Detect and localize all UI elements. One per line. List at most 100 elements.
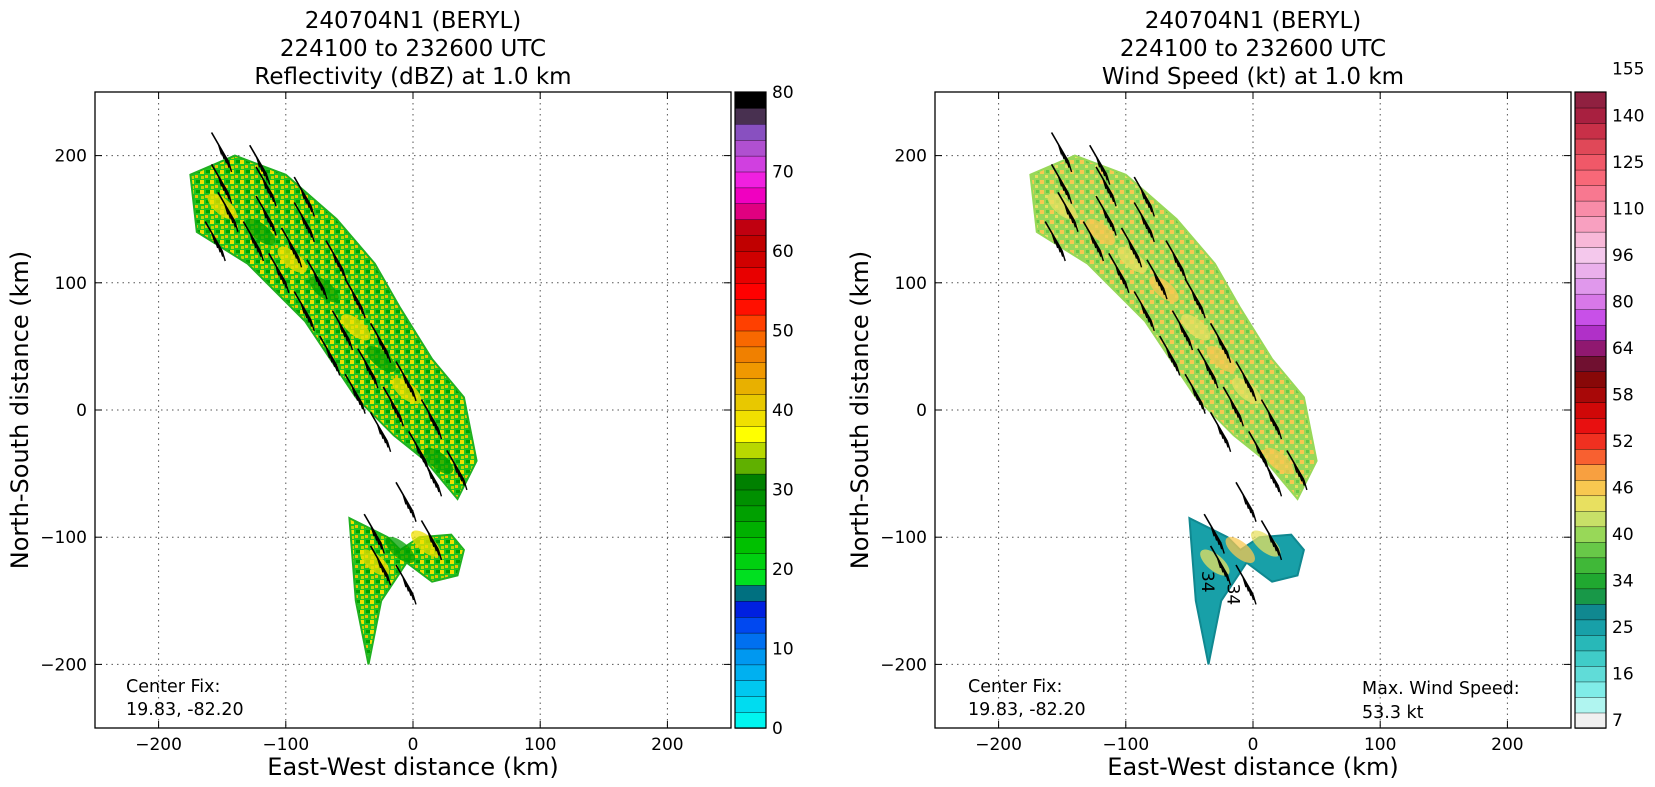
wind-barb xyxy=(1095,166,1117,207)
intensity-core xyxy=(341,314,371,341)
colorbar-bin xyxy=(734,584,767,602)
colorbar-bin xyxy=(734,711,767,729)
barb-flag xyxy=(375,534,380,546)
x-tick-label: −100 xyxy=(262,735,309,755)
barb-flag xyxy=(435,424,440,435)
barb-flag xyxy=(397,411,402,423)
barb-flag xyxy=(333,360,338,372)
wind-barb xyxy=(420,399,443,440)
reflectivity-colorbar: 0 10 20 30 40 50 60 70 80 xyxy=(734,83,794,739)
colorbar-bin xyxy=(734,155,767,173)
barb-flag xyxy=(1099,250,1105,262)
colorbar-bin xyxy=(734,330,767,348)
colorbar-bin xyxy=(734,91,767,109)
colorbar-bin xyxy=(734,187,767,204)
barb-flag xyxy=(297,257,303,268)
barb-flag xyxy=(430,536,435,548)
barb-flag xyxy=(220,148,225,160)
x-axis-label: East-West distance (km) xyxy=(267,753,558,781)
barb-flag xyxy=(310,231,315,243)
colorbar-bin xyxy=(734,346,767,363)
barb-flag xyxy=(1198,303,1204,315)
intensity-core xyxy=(1251,530,1281,557)
barb-flag xyxy=(371,373,377,385)
barb-flag xyxy=(1303,479,1308,491)
colorbar-bin xyxy=(734,266,767,284)
center-fix-label: Center Fix: xyxy=(126,677,220,697)
colorbar-bin xyxy=(734,457,767,475)
wind-barb xyxy=(293,202,315,243)
colorbar-tick-label: 64 xyxy=(1612,339,1634,359)
barb-flag xyxy=(1272,420,1278,431)
colorbar-bin xyxy=(734,218,767,236)
wind-barb xyxy=(1209,411,1232,453)
barb-flag xyxy=(1109,191,1115,203)
barb-flag xyxy=(409,386,415,397)
barb-flag xyxy=(214,237,219,249)
colorbar-bin xyxy=(1574,91,1607,109)
barb-flag xyxy=(1071,217,1077,228)
barb-flag xyxy=(356,394,361,406)
barb-flag xyxy=(1117,269,1122,281)
wind-barb xyxy=(306,259,328,300)
colorbar-tick-label: 80 xyxy=(772,83,794,103)
intensity-core xyxy=(366,346,396,373)
barb-flag xyxy=(1101,165,1106,177)
barb-flag xyxy=(415,443,420,454)
barb-flag xyxy=(1224,437,1229,448)
barb-flag xyxy=(404,581,410,592)
barb-flag xyxy=(1143,193,1148,204)
barb-flag xyxy=(463,479,468,491)
y-tick-label: −200 xyxy=(40,655,87,675)
barb-flag xyxy=(252,237,257,249)
barb-flag xyxy=(287,239,293,251)
wind-barb xyxy=(255,166,277,207)
wind-barb xyxy=(1235,564,1257,605)
colorbar-bin xyxy=(1574,262,1607,279)
colorbar-tick-label: 20 xyxy=(772,560,794,580)
y-tick-label: 0 xyxy=(76,401,87,421)
barb-flag xyxy=(1275,481,1280,493)
wind-barb xyxy=(1057,191,1079,232)
barb-flag xyxy=(351,290,356,302)
colorbar-bin xyxy=(1574,448,1607,465)
colorbar-bin xyxy=(734,664,767,682)
colorbar-tick-label: 50 xyxy=(772,322,794,342)
panel-title-line-1: 240704N1 (BERYL) xyxy=(1145,8,1362,34)
barb-flag xyxy=(262,178,267,190)
barb-flag xyxy=(404,498,410,509)
barb-flag xyxy=(1216,424,1222,435)
barb-flag xyxy=(1098,161,1103,172)
barb-flag xyxy=(1249,589,1255,601)
barb-flag xyxy=(305,312,310,323)
wind-barb xyxy=(1082,221,1105,262)
wind-barb xyxy=(325,240,347,281)
barb-flag xyxy=(272,196,277,207)
colorbar-frame xyxy=(734,91,767,729)
barb-flag xyxy=(353,295,359,306)
barb-flag xyxy=(305,197,310,209)
barb-flag xyxy=(1127,239,1133,251)
barb-flag xyxy=(432,477,438,488)
colorbar-bin xyxy=(1574,479,1607,497)
reflectivity-panel: 240704N1 (BERYL) 224100 to 232600 UTC Re… xyxy=(6,8,794,781)
wind-barb xyxy=(255,195,277,236)
barb-flag xyxy=(336,365,341,376)
barb-flag xyxy=(437,549,443,561)
y-axis-label: North-South distance (km) xyxy=(846,251,874,570)
barb-flag xyxy=(1158,280,1163,291)
barb-flag xyxy=(1218,539,1223,550)
barb-flag xyxy=(1232,403,1237,414)
barb-flag xyxy=(1242,494,1247,505)
wind-barb xyxy=(369,545,392,586)
barb-flag xyxy=(412,390,417,402)
intensity-core xyxy=(385,536,415,564)
barb-flag xyxy=(427,532,433,543)
barb-flag xyxy=(1168,352,1173,363)
wind-barb xyxy=(1286,450,1308,491)
barb-flag xyxy=(1089,233,1095,244)
barb-flag xyxy=(1067,161,1073,173)
colorbar-tick-label: 10 xyxy=(772,640,794,660)
colorbar-tick-label: 58 xyxy=(1612,385,1634,405)
